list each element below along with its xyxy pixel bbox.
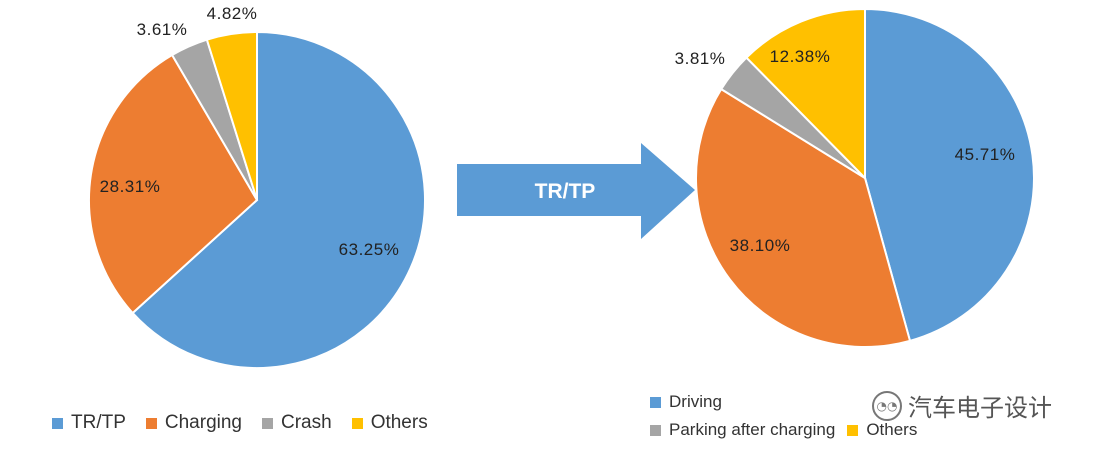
legend-item: Parking after charging [650,420,835,440]
legend-label: Charging [164,412,242,433]
wechat-icon: ◔◔ [872,390,902,421]
pie-slice-charging [695,87,912,348]
pie-slice-driving [864,7,1035,343]
pie-slice-others [205,30,258,201]
legend-right-row2: Parking after charging Others [650,420,917,440]
legend-item: Crash [262,412,332,434]
pie-chart-right: 45.71% 38.10% 3.81% 12.38% [675,7,1035,348]
legend-swatch [52,417,63,429]
data-label: 63.25% [339,240,400,259]
legend-left: TR/TP Charging Crash Others [52,412,428,434]
legend-right-row1: Driving [650,392,917,412]
legend-label: Crash [281,412,332,433]
legend-item: Others [351,412,428,434]
legend-label: Parking after charging [669,420,836,439]
data-label: 45.71% [955,145,1016,164]
legend-swatch [262,417,273,429]
pie-slice-tr-tp [131,30,426,369]
legend-swatch [650,424,661,436]
pie-slice-charging [88,53,259,315]
arrow-shape: TR/TP [457,143,695,239]
watermark-text: 汽车电子设计 [908,394,1052,422]
legend-label: Others [866,420,918,439]
legend-swatch [145,417,157,429]
watermark: ◔◔ 汽车电子设计 [872,388,1052,423]
data-label: 38.10% [730,236,791,255]
data-label: 3.61% [137,20,188,39]
pie-chart-left: 63.25% 28.31% 3.61% 4.82% [88,4,426,369]
legend-right: Driving Parking after charging Others [650,392,917,448]
data-label: 4.82% [207,4,258,23]
legend-label: TR/TP [71,412,126,433]
legend-item: Driving [650,392,722,412]
legend-label: Driving [669,392,722,411]
legend-item: TR/TP [52,412,126,434]
data-label: 12.38% [770,47,831,66]
legend-swatch [351,417,363,429]
legend-swatch [650,396,661,408]
data-label: 28.31% [100,177,161,196]
data-label: 3.81% [675,49,726,68]
arrow-label: TR/TP [535,180,596,203]
pie-slice-others [744,7,866,181]
legend-label: Others [370,412,428,433]
legend-item: Others [847,420,917,440]
legend-item: Charging [145,412,242,434]
legend-swatch [847,424,859,436]
